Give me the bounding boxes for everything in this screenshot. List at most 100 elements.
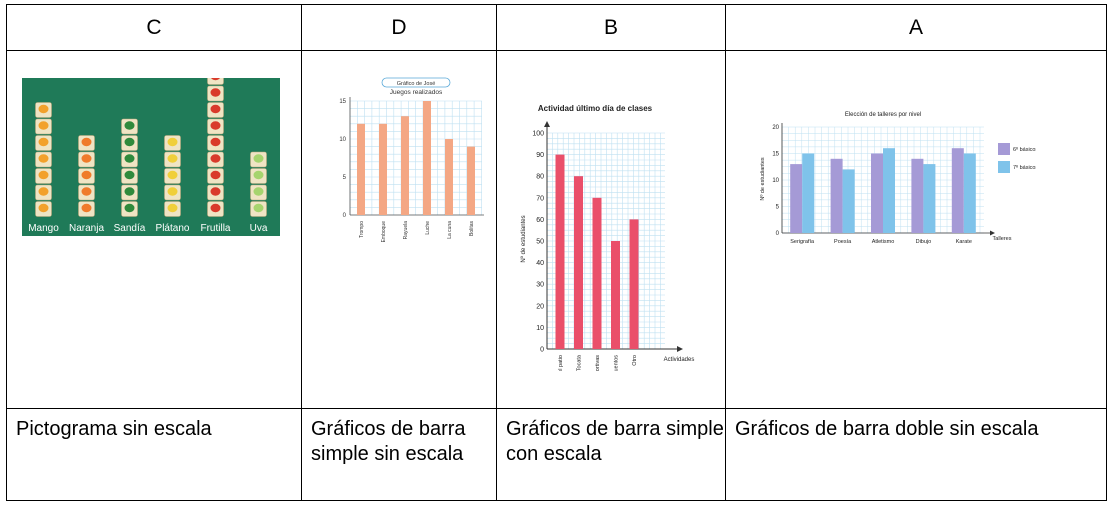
bar [574, 176, 583, 349]
y-tick-label: 10 [536, 325, 544, 332]
legend-swatch [998, 161, 1010, 173]
x-axis-label: Talleres [993, 236, 1012, 242]
bar [842, 169, 855, 233]
pictogram-category-label: Naranja [69, 223, 104, 234]
y-tick-label: 10 [772, 178, 779, 184]
fruit-icon [167, 137, 178, 147]
x-tick-label: Cuentacuentos [614, 355, 620, 371]
x-axis-arrow [990, 230, 995, 236]
fruit-icon [81, 137, 92, 147]
y-tick-label: 0 [540, 347, 544, 354]
x-axis-label: Actividades [664, 357, 695, 363]
x-tick-label: Competencias deportivas [595, 355, 601, 371]
pictogram-category-label: Frutilla [200, 223, 230, 234]
caption-d: Gráficos de barra simple sin escala [301, 408, 497, 501]
fruit-icon [167, 203, 178, 213]
fruit-icon [210, 187, 221, 196]
fruit-icon [81, 187, 92, 196]
caption-b: Gráficos de barra simple con escala [496, 408, 726, 501]
x-tick-label: Dibujo [916, 239, 932, 245]
bar [467, 146, 475, 215]
pictogram-chart: Mango Naranja Sandía Plátano Frutilla Uva [22, 78, 280, 236]
fruit-icon [253, 187, 264, 196]
fruit-icon [38, 104, 49, 114]
y-tick-label: 15 [772, 152, 779, 158]
double-bar-chart-talleres: Elección de talleres por nivel Talleres Nº… [759, 112, 1036, 245]
pictogram-tile [207, 78, 224, 85]
x-tick-label: Juegos en el patio [558, 355, 564, 371]
y-axis-label: Nº de estudiantes [520, 215, 527, 262]
fruit-icon [253, 154, 264, 163]
y-tick-label: 50 [536, 239, 544, 246]
bar [802, 153, 815, 233]
fruit-icon [124, 121, 135, 130]
bar [423, 101, 431, 215]
fruit-icon [38, 121, 49, 130]
comparison-table: C D B A Mango Naranja Sandía Plátano Frutill… [6, 4, 1107, 501]
x-tick-label: Atletismo [872, 239, 895, 245]
x-tick-label: Serigrafía [790, 239, 815, 245]
y-tick-label: 0 [343, 213, 347, 219]
fruit-icon [81, 203, 92, 213]
fruit-icon [210, 121, 221, 130]
legend-label: 7º básicos [1013, 164, 1036, 171]
fruit-icon [167, 154, 178, 163]
fruit-icon [211, 78, 220, 81]
fruit-icon [81, 170, 92, 180]
legend-swatch [998, 143, 1010, 155]
bar [611, 241, 620, 349]
bar-chart-actividad: Actividad último día de clases Actividade… [520, 104, 695, 371]
bar [830, 158, 843, 233]
bar [401, 116, 409, 215]
x-axis-arrow [677, 346, 683, 352]
bar [629, 219, 639, 349]
fruit-icon [38, 170, 49, 180]
fruit-icon [210, 203, 221, 213]
chart-title: Actividad último día de clases [538, 104, 653, 113]
cell-bar-double: Elección de talleres por nivel Talleres Nº… [725, 50, 1107, 409]
bar-chart-juegos: Gráfico de José Juegos realizados 0 5 10 15 Tr… [339, 77, 484, 243]
x-tick-label: Emboque [381, 221, 387, 243]
y-tick-label: 40 [536, 260, 544, 267]
y-tick-label: 70 [536, 195, 544, 202]
legend-label: 6º básicos [1013, 146, 1036, 153]
bar [923, 164, 936, 233]
fruit-icon [253, 203, 264, 213]
bar [883, 148, 895, 233]
caption-a: Gráficos de barra doble sin escala [725, 408, 1107, 501]
chart-title: Juegos realizados [390, 89, 443, 96]
chart-subtitle-badge [381, 77, 451, 88]
fruit-icon [124, 170, 135, 180]
bar [951, 148, 964, 233]
fruit-icon [38, 137, 49, 147]
y-tick-label: 15 [339, 99, 346, 105]
y-tick-label: 5 [776, 205, 780, 211]
bar [379, 123, 387, 215]
bar [357, 123, 365, 215]
y-tick-label: 30 [536, 282, 544, 289]
fruit-icon [124, 137, 135, 147]
y-tick-label: 10 [339, 137, 346, 143]
fruit-icon [81, 154, 92, 163]
fruit-icon [210, 154, 221, 163]
x-tick-label: Bolitas [469, 221, 475, 237]
fruit-icon [210, 137, 221, 147]
cell-bar-simple: Gráfico de José Juegos realizados 0 5 10 15 Tr… [301, 50, 497, 409]
x-tick-label: Luche [425, 221, 431, 235]
fruit-icon [38, 187, 49, 196]
pictogram-category-label: Uva [250, 223, 268, 234]
header-c: C [6, 4, 302, 51]
pictogram-category-label: Sandía [114, 223, 146, 234]
chalkboard-background [22, 78, 280, 236]
bar [911, 158, 924, 233]
fruit-icon [253, 170, 264, 180]
fruit-icon [167, 170, 178, 180]
cell-pictogram: Mango Naranja Sandía Plátano Frutilla Uva [6, 50, 302, 409]
bar [871, 153, 883, 233]
bar [790, 164, 803, 233]
fruit-icon [38, 154, 49, 163]
x-tick-label: Poesía [834, 239, 852, 245]
x-tick-label: La cuna [447, 221, 453, 239]
y-tick-label: 0 [776, 231, 780, 237]
y-tick-label: 80 [536, 174, 544, 181]
